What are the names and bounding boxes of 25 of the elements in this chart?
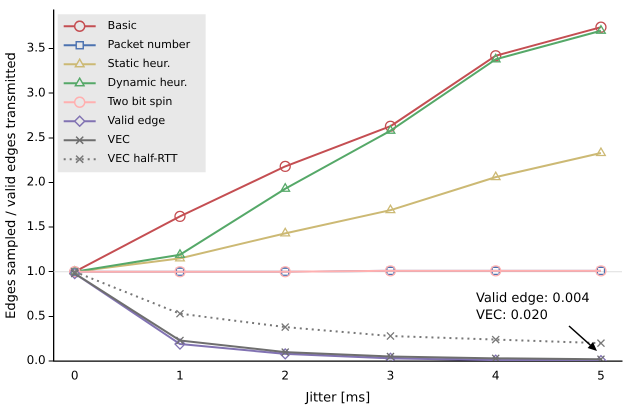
x-tick-label: 3	[386, 368, 394, 382]
legend-label: Basic	[108, 19, 137, 32]
y-tick-label: 3.5	[26, 40, 46, 55]
x-axis-title: Jitter [ms]	[304, 390, 370, 406]
x-tick-label: 0	[70, 368, 79, 382]
y-tick-label: 2.5	[26, 130, 46, 144]
y-axis-title: Edges sampled / valid edges transmitted	[4, 52, 20, 319]
legend-label: Static heur.	[108, 57, 170, 70]
x-tick-label: 1	[176, 368, 184, 382]
y-tick-label: 1.0	[26, 264, 46, 278]
legend-label: Valid edge	[108, 114, 166, 128]
legend-label: Packet number	[108, 38, 191, 52]
y-tick-label: 3.0	[26, 85, 46, 100]
x-tick-label: 4	[492, 368, 500, 382]
x-tick-label: 2	[281, 368, 290, 382]
legend-label: VEC half-RTT	[108, 152, 178, 166]
y-tick-label: 2.0	[26, 174, 46, 189]
y-tick-label: 0.5	[26, 308, 46, 322]
legend-label: Dynamic heur.	[108, 76, 188, 90]
annotation: Valid edge: 0.004 VEC: 0.020	[476, 291, 590, 324]
y-tick-label: 1.5	[26, 219, 46, 234]
y-tick-label: 0.0	[26, 353, 46, 368]
x-tick-label: 5	[597, 368, 605, 382]
legend-label: VEC	[108, 133, 130, 146]
legend-label: Two bit spin	[106, 95, 172, 108]
